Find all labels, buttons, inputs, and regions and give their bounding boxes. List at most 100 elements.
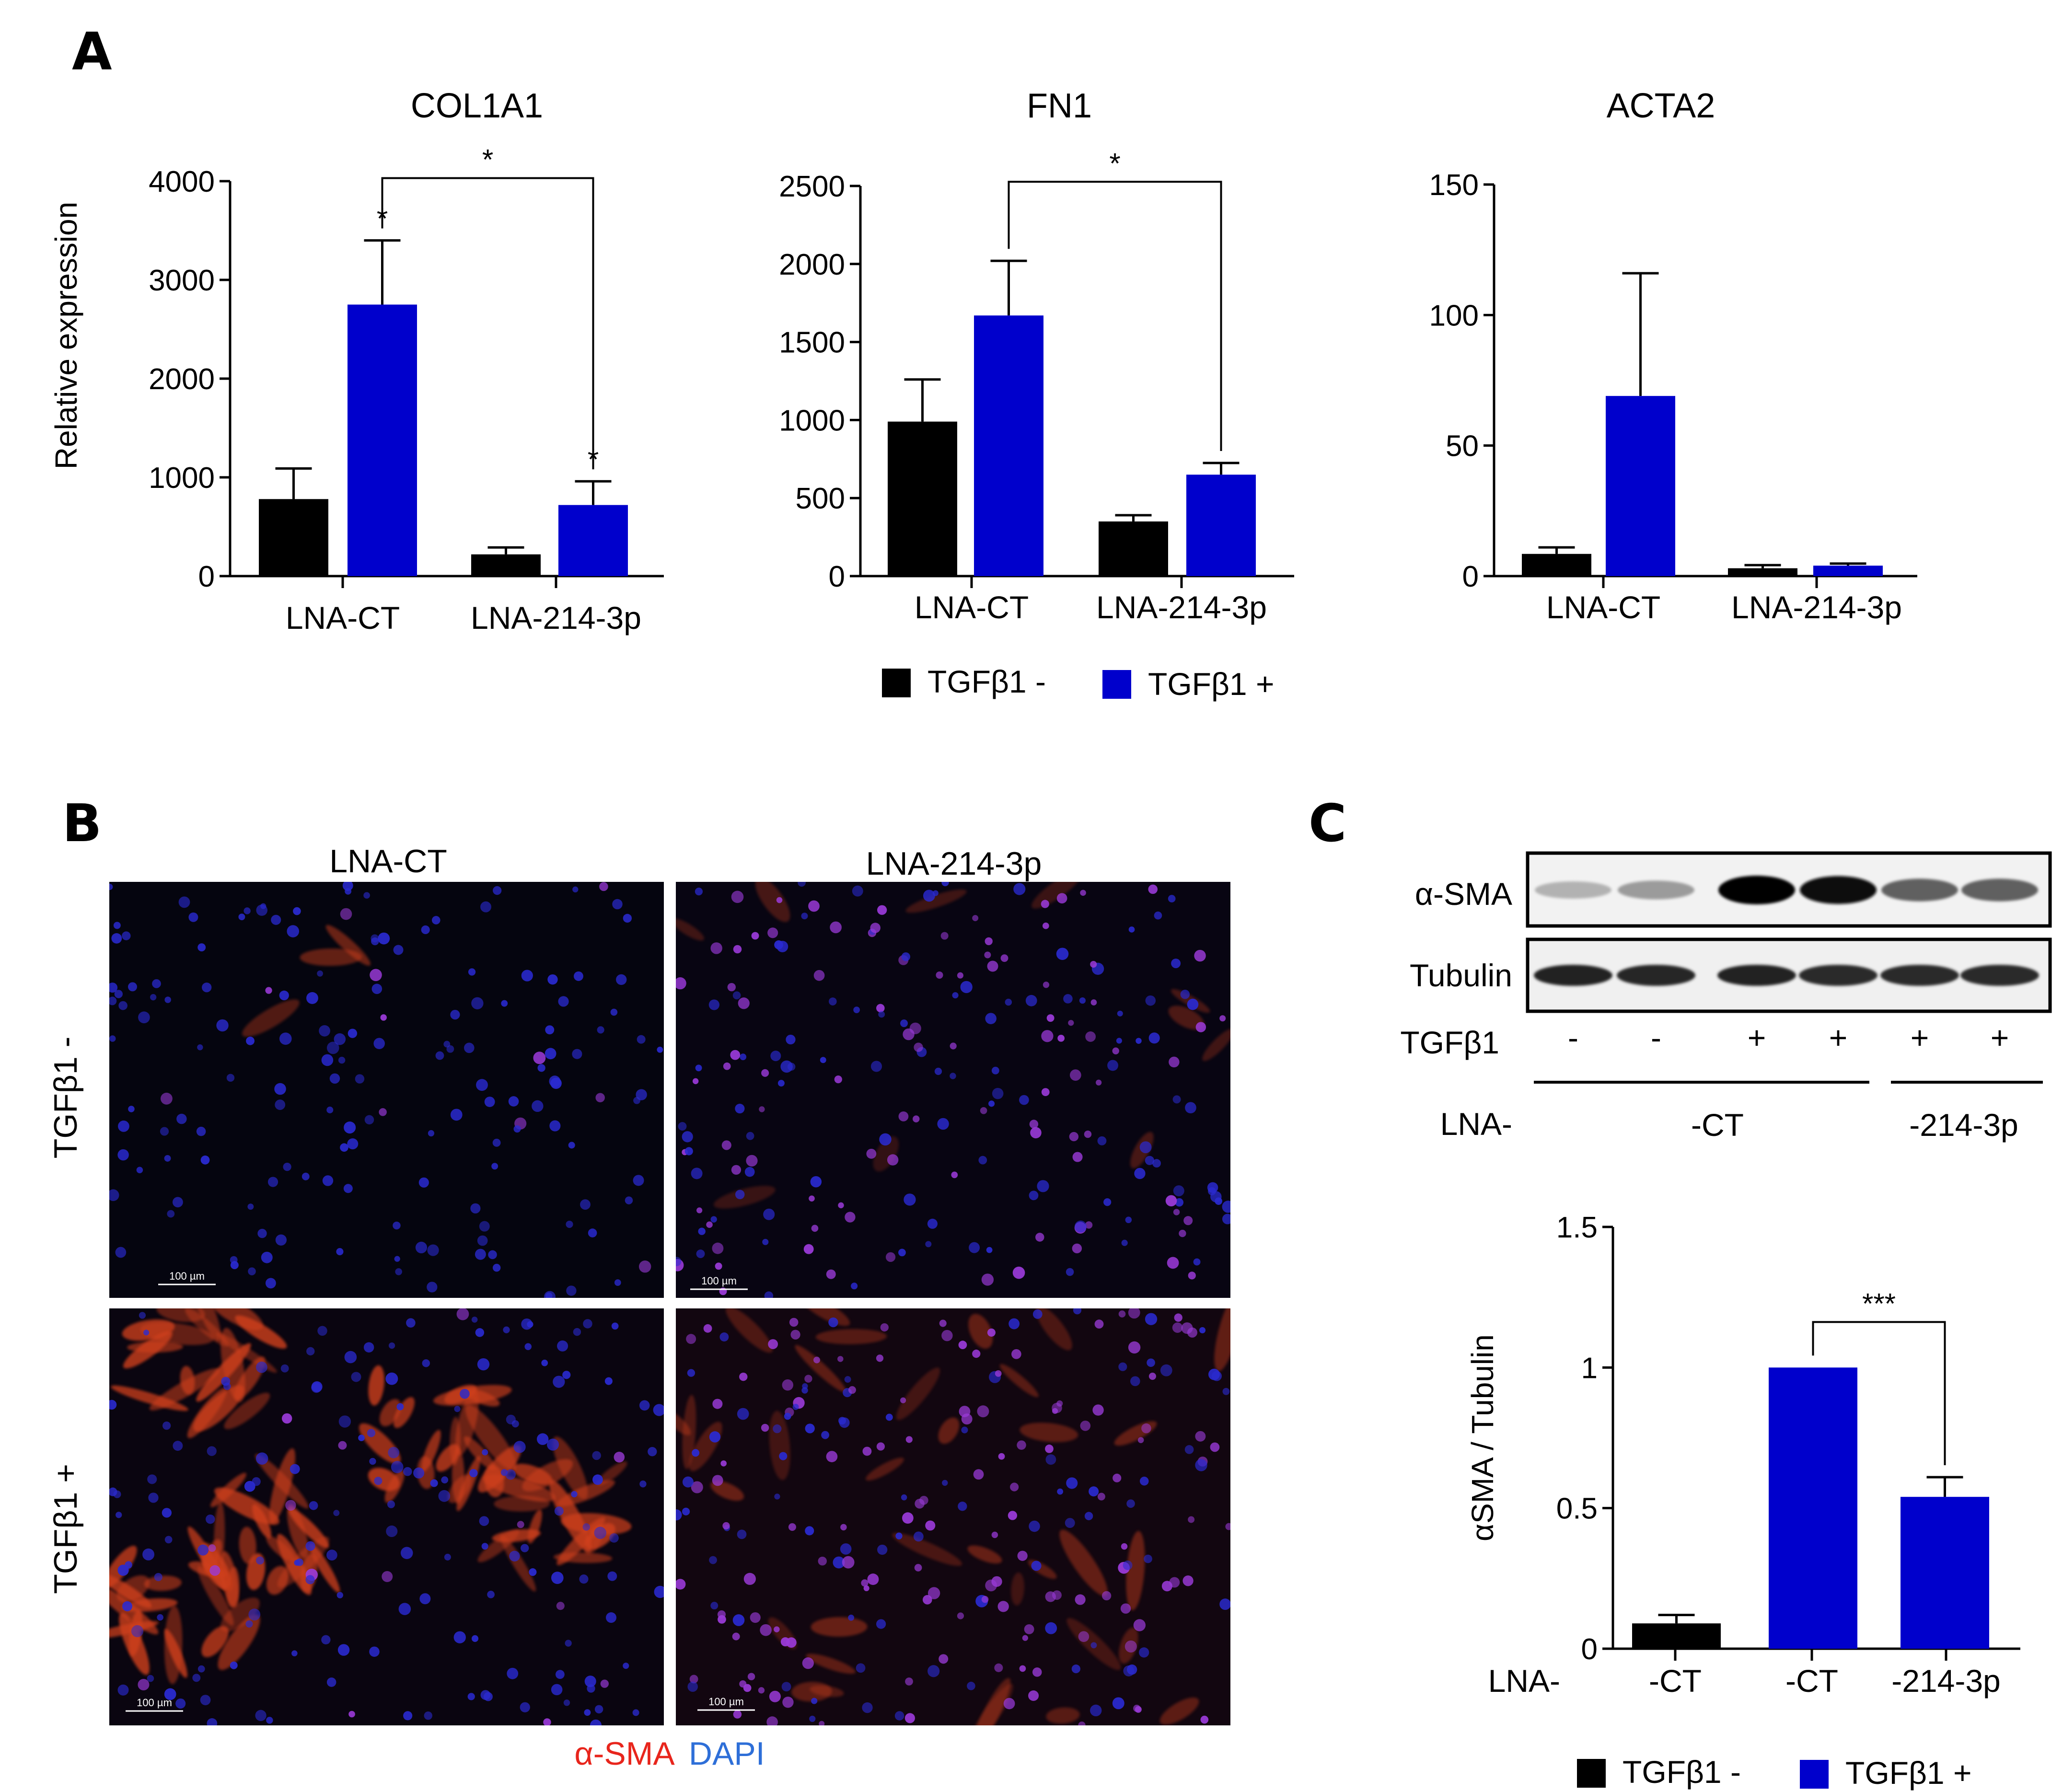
dapi-nucleus — [834, 1075, 842, 1084]
dapi-nucleus — [326, 1106, 334, 1113]
dapi-nucleus — [1120, 1603, 1131, 1614]
significance-bracket — [381, 177, 594, 470]
alpha-sma-fibre — [122, 1598, 178, 1612]
alpha-sma-fibre — [1126, 1531, 1145, 1611]
dapi-nucleus — [487, 1591, 495, 1598]
dapi-nucleus — [805, 1526, 814, 1536]
bar — [888, 421, 957, 576]
alpha-sma-fibre — [795, 1345, 846, 1392]
dapi-nucleus — [1173, 1185, 1184, 1197]
dapi-nucleus — [427, 1282, 438, 1293]
dapi-nucleus — [1133, 1619, 1146, 1631]
dapi-nucleus — [553, 1376, 565, 1388]
dapi-nucleus — [1219, 1015, 1226, 1022]
dapi-nucleus — [1008, 1318, 1020, 1330]
dapi-nucleus — [1141, 1423, 1151, 1434]
dapi-nucleus — [787, 1063, 796, 1071]
alpha-sma-fibre — [255, 1454, 309, 1509]
dapi-nucleus — [967, 1681, 975, 1690]
alpha-sma-fibre — [938, 1417, 960, 1444]
dapi-nucleus — [639, 1400, 650, 1411]
dapi-nucleus — [1123, 1561, 1133, 1570]
micrograph-lna-214-tgf-plus — [676, 1308, 1230, 1725]
dapi-nucleus — [1210, 1442, 1220, 1452]
dapi-nucleus — [876, 1442, 885, 1451]
dapi-nucleus — [1017, 1440, 1026, 1450]
dapi-nucleus — [925, 1241, 932, 1248]
dapi-nucleus — [1148, 1032, 1160, 1044]
dapi-nucleus — [507, 1667, 519, 1679]
alpha-sma-fibre — [549, 1480, 591, 1552]
dapi-nucleus — [521, 1544, 529, 1552]
dapi-nucleus — [281, 1413, 292, 1424]
dapi-nucleus — [369, 1646, 380, 1657]
dapi-nucleus — [138, 1011, 150, 1024]
dapi-nucleus — [311, 1382, 322, 1393]
dapi-nucleus — [415, 1241, 428, 1253]
tgf-mark: + — [1991, 1020, 2009, 1055]
dapi-nucleus — [162, 1422, 171, 1430]
dapi-nucleus — [573, 971, 583, 981]
dapi-nucleus — [438, 1490, 451, 1502]
dapi-nucleus — [877, 1544, 888, 1555]
scale-bar-label: 100 µm — [701, 1275, 737, 1287]
dapi-nucleus — [1029, 1120, 1039, 1129]
dapi-nucleus — [923, 890, 935, 902]
dapi-nucleus — [454, 1406, 461, 1412]
dapi-nucleus — [773, 1424, 782, 1434]
blot-row-label-tgf: TGFβ1 — [1400, 1025, 1499, 1060]
legend-swatch-plus-c — [1800, 1760, 1829, 1789]
dapi-nucleus — [691, 1168, 703, 1179]
dapi-nucleus — [863, 1585, 869, 1591]
x-tick-label: LNA-214-3p — [1096, 590, 1267, 625]
dapi-nucleus — [513, 1125, 521, 1133]
dapi-nucleus — [558, 996, 569, 1007]
y-tick-label: 1.5 — [1556, 1211, 1598, 1244]
dapi-nucleus — [710, 1216, 717, 1223]
lna-group-label-214: -214-3p — [1909, 1107, 2018, 1143]
dapi-nucleus — [371, 983, 382, 994]
dapi-nucleus — [1010, 1482, 1019, 1491]
dapi-nucleus — [997, 1601, 1009, 1612]
dapi-nucleus — [291, 1650, 298, 1656]
legend-label-plus: TGFβ1 + — [1148, 666, 1275, 702]
dapi-nucleus — [287, 925, 300, 937]
dapi-nucleus — [260, 903, 267, 909]
dapi-nucleus — [712, 1399, 723, 1409]
alpha-sma-fibre — [123, 1331, 173, 1369]
blot-band — [1717, 965, 1796, 986]
alpha-sma-fibre — [1020, 1422, 1078, 1443]
dapi-nucleus — [829, 997, 837, 1006]
dapi-nucleus — [592, 1451, 601, 1460]
dapi-nucleus — [382, 1571, 393, 1582]
dapi-nucleus — [819, 1721, 825, 1725]
dapi-nucleus — [937, 1118, 949, 1130]
alpha-sma-fibre — [193, 1385, 244, 1432]
dapi-nucleus — [1161, 1581, 1172, 1592]
dapi-nucleus — [481, 1543, 488, 1550]
dapi-nucleus — [1194, 949, 1206, 962]
dapi-nucleus — [600, 1679, 609, 1688]
dapi-nucleus — [604, 1377, 613, 1385]
dapi-nucleus — [1113, 1473, 1122, 1482]
dapi-nucleus — [837, 1356, 844, 1362]
dapi-nucleus — [427, 1244, 439, 1256]
dapi-nucleus — [1183, 1216, 1193, 1225]
dapi-nucleus — [513, 1441, 526, 1453]
dapi-nucleus — [255, 1710, 267, 1721]
dapi-nucleus — [1125, 1216, 1132, 1224]
dapi-nucleus — [160, 1127, 169, 1136]
dapi-nucleus — [329, 1073, 340, 1084]
alpha-sma-fibre — [791, 1682, 832, 1702]
dapi-nucleus — [248, 1608, 261, 1621]
panel-label-b: B — [62, 794, 102, 854]
dapi-nucleus — [226, 1074, 235, 1082]
dapi-nucleus — [1090, 999, 1097, 1006]
dapi-nucleus — [717, 1610, 726, 1619]
dapi-nucleus — [638, 1260, 651, 1273]
dapi-nucleus — [139, 1312, 146, 1319]
dapi-nucleus — [340, 908, 352, 920]
dapi-nucleus — [894, 1711, 904, 1721]
legend-panel-a: TGFβ1 - TGFβ1 + — [882, 664, 1275, 702]
dapi-nucleus — [125, 1561, 132, 1569]
